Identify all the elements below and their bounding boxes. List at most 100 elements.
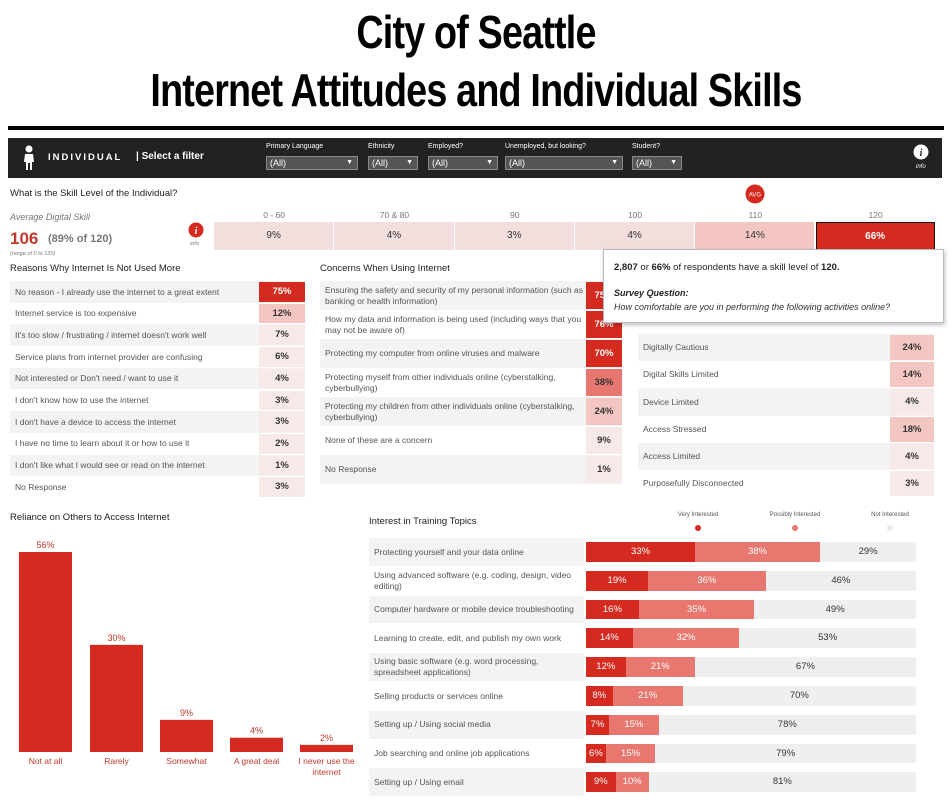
legend-label: Very Interested [677, 512, 719, 518]
training-bar-segment[interactable]: 33% [586, 542, 695, 562]
concern-row [320, 368, 622, 397]
skill-level-label: 120 [868, 210, 883, 220]
filter-label-unemployed: Unemployed, but looking? [505, 143, 586, 150]
concern-row [320, 426, 622, 455]
reason-row-value: 6% [259, 347, 305, 367]
tooltip-mid: of respondents have a skill level of [673, 262, 819, 273]
filter-select-student[interactable]: (All) ▼ [632, 156, 682, 170]
reliance-bar[interactable] [160, 719, 213, 752]
digital-type-row-value: 24% [890, 335, 934, 361]
training-bar-segment[interactable]: 38% [694, 542, 821, 562]
filter-select-unemployed[interactable]: (All) ▼ [505, 156, 623, 170]
training-bar-segment[interactable]: 21% [625, 657, 695, 677]
training-bar-segment[interactable]: 8% [586, 686, 613, 706]
digital-type-row-value: 4% [890, 443, 934, 469]
training-bar-segment[interactable]: 81% [648, 772, 916, 793]
training-bar-segment[interactable]: 53% [739, 628, 916, 649]
range-note: (range of 0 to 120) [10, 251, 56, 257]
concern-row-value: 24% [586, 398, 622, 425]
digital-type-row-value: 14% [890, 362, 934, 388]
skill-level-cell[interactable]: 3% [454, 222, 574, 250]
training-bar-segment[interactable]: 9% [586, 772, 616, 793]
reliance-bar[interactable] [230, 737, 283, 752]
skill-level-cell[interactable]: 4% [574, 222, 695, 250]
training-bar-segment[interactable]: 35% [638, 599, 755, 620]
reliance-bar[interactable] [90, 644, 143, 752]
training-bar-segment[interactable]: 16% [586, 599, 639, 620]
training-bar-segment[interactable]: 49% [754, 599, 916, 620]
training-bar-segment[interactable]: 70% [682, 686, 916, 706]
reason-row [10, 411, 305, 433]
training-bar-segment[interactable]: 10% [615, 772, 649, 793]
training-bar-segment[interactable]: 15% [609, 714, 659, 735]
training-row-label: Setting up / Using email [374, 776, 464, 787]
reliance-category-label: I never use the [298, 756, 355, 766]
reliance-bar-label: 4% [250, 726, 263, 736]
training-bar-segment[interactable]: 36% [648, 570, 766, 591]
reason-row-label: It's too slow / frustrating / internet d… [15, 329, 207, 340]
digital-type-row-label: Digital Skills Limited [643, 369, 719, 380]
concern-row [320, 397, 622, 426]
reliance-bar-label: 2% [320, 733, 333, 743]
training-bar-segment[interactable]: 79% [655, 743, 916, 764]
training-bar-segment[interactable]: 19% [586, 570, 649, 591]
skill-level-label: 100 [627, 210, 643, 220]
training-bar-segment[interactable]: 7% [586, 714, 610, 735]
info-icon[interactable]: i [913, 144, 929, 160]
skill-level-cell[interactable]: 66% [815, 222, 935, 250]
reliance-category-label: A great deal [234, 756, 279, 766]
reason-row [10, 302, 305, 325]
training-bar-segment[interactable]: 78% [658, 714, 916, 735]
reliance-bar[interactable] [300, 744, 353, 752]
reliance-category-label: Somewhat [166, 756, 207, 766]
filter-select-employed[interactable]: (All) ▼ [428, 156, 498, 170]
training-bar-segment[interactable]: 21% [612, 686, 683, 706]
info-icon[interactable]: i [188, 222, 204, 238]
digital-type-row-label: Access Limited [643, 451, 701, 462]
training-bar-segment[interactable]: 67% [694, 657, 916, 677]
skill-level-cell[interactable]: 14% [695, 222, 815, 250]
reasons-title: Reasons Why Internet Is Not Used More [10, 263, 181, 274]
reliance-category-label: Not at all [29, 756, 63, 766]
reason-row [10, 346, 305, 368]
training-bar-segment[interactable]: 15% [605, 743, 656, 764]
concern-row-label: Ensuring the safety and security of my p… [325, 284, 583, 306]
training-row [369, 710, 584, 739]
concern-row-value: 9% [586, 427, 622, 454]
legend-label: Not Interested [871, 512, 909, 518]
title-rule [8, 126, 944, 130]
reason-row-label: Internet service is too expensive [15, 308, 137, 319]
reason-row-value: 4% [259, 368, 305, 389]
skill-level-label: 90 [510, 210, 520, 220]
skill-level-cell[interactable]: 9% [214, 222, 334, 250]
chevron-down-icon: ▼ [611, 159, 618, 166]
reason-row [10, 476, 305, 498]
reason-row-value: 75% [259, 282, 305, 302]
reliance-bar[interactable] [19, 552, 72, 752]
legend-dot [792, 525, 798, 531]
concern-row-value: 38% [586, 369, 622, 396]
training-bar-segment[interactable]: 6% [586, 743, 606, 764]
reason-row-value: 3% [259, 412, 305, 432]
person-icon [24, 145, 34, 170]
reliance-category-label: Rarely [104, 756, 129, 766]
filter-select-language[interactable]: (All) ▼ [266, 156, 358, 170]
skill-info-label: info [190, 241, 199, 247]
skill-level-label: 70 & 80 [379, 210, 410, 220]
training-row [369, 624, 584, 653]
skill-level-cell[interactable]: 4% [334, 222, 454, 250]
reliance-bar-label: 56% [36, 540, 54, 550]
training-row-label: Using basic software (e.g. word processi… [374, 656, 539, 678]
training-bar-segment[interactable]: 14% [586, 628, 633, 649]
training-bar-segment[interactable]: 46% [765, 570, 916, 591]
concern-row-value: 1% [586, 456, 622, 483]
avg-skill-label: Average Digital Skill [10, 212, 90, 222]
filter-select-ethnicity[interactable]: (All) ▼ [368, 156, 418, 170]
training-bar-segment[interactable]: 32% [632, 628, 740, 649]
concern-row [320, 310, 622, 339]
select-filter-text: Select a filter [141, 151, 204, 162]
training-bar-segment[interactable]: 12% [586, 657, 626, 677]
training-bar-segment[interactable]: 29% [820, 542, 916, 562]
tooltip-pct: 66% [651, 262, 671, 273]
chevron-down-icon: ▼ [406, 159, 413, 166]
